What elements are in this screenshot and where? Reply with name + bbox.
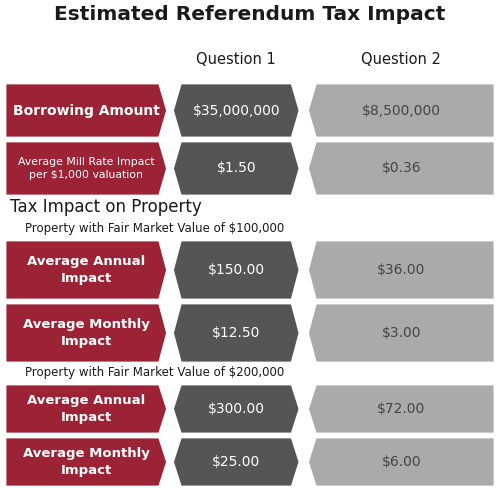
Text: Average Monthly
Impact: Average Monthly Impact — [23, 318, 150, 348]
Text: $3.00: $3.00 — [382, 326, 421, 340]
Polygon shape — [172, 303, 300, 363]
Text: Average Annual
Impact: Average Annual Impact — [27, 255, 146, 285]
Polygon shape — [308, 240, 495, 300]
Polygon shape — [5, 384, 168, 434]
Text: $150.00: $150.00 — [208, 263, 265, 277]
Text: Estimated Referendum Tax Impact: Estimated Referendum Tax Impact — [54, 5, 446, 24]
Text: $72.00: $72.00 — [377, 402, 426, 416]
Text: Property with Fair Market Value of $100,000: Property with Fair Market Value of $100,… — [25, 222, 284, 235]
Text: Question 2: Question 2 — [362, 52, 441, 67]
Polygon shape — [172, 83, 300, 138]
Polygon shape — [172, 240, 300, 300]
Text: $300.00: $300.00 — [208, 402, 265, 416]
Polygon shape — [5, 141, 168, 196]
Polygon shape — [308, 141, 495, 196]
Text: Property with Fair Market Value of $200,000: Property with Fair Market Value of $200,… — [25, 366, 284, 379]
Text: Borrowing Amount: Borrowing Amount — [13, 103, 160, 118]
Text: Average Annual
Impact: Average Annual Impact — [27, 394, 146, 424]
Text: $36.00: $36.00 — [377, 263, 426, 277]
Polygon shape — [308, 384, 495, 434]
Text: $25.00: $25.00 — [212, 455, 260, 469]
Polygon shape — [172, 437, 300, 487]
Text: $35,000,000: $35,000,000 — [192, 103, 280, 118]
Text: $8,500,000: $8,500,000 — [362, 103, 441, 118]
Polygon shape — [5, 303, 168, 363]
Text: Average Mill Rate Impact
per $1,000 valuation: Average Mill Rate Impact per $1,000 valu… — [18, 157, 154, 180]
Polygon shape — [5, 437, 168, 487]
Polygon shape — [172, 384, 300, 434]
Polygon shape — [172, 141, 300, 196]
Text: $0.36: $0.36 — [382, 162, 421, 176]
Polygon shape — [308, 437, 495, 487]
Text: Tax Impact on Property: Tax Impact on Property — [10, 198, 202, 216]
Text: Average Monthly
Impact: Average Monthly Impact — [23, 447, 150, 477]
Text: Question 1: Question 1 — [196, 52, 276, 67]
Text: $1.50: $1.50 — [216, 162, 256, 176]
Text: $12.50: $12.50 — [212, 326, 260, 340]
Polygon shape — [5, 240, 168, 300]
Text: $6.00: $6.00 — [382, 455, 421, 469]
Polygon shape — [308, 83, 495, 138]
Polygon shape — [308, 303, 495, 363]
Polygon shape — [5, 83, 168, 138]
